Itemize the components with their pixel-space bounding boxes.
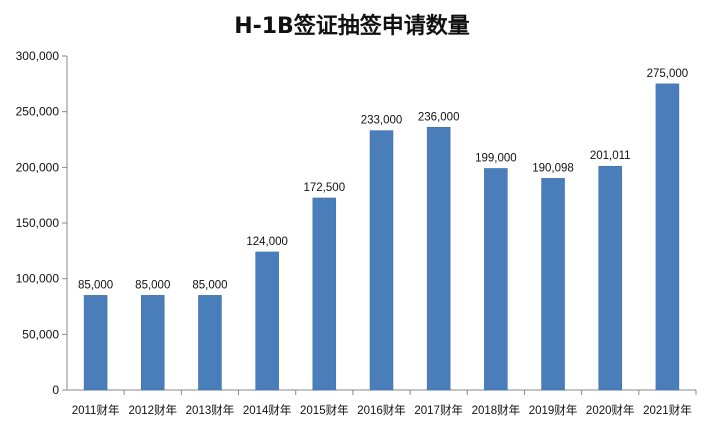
y-tick-label: 100,000 (16, 272, 60, 286)
data-label: 275,000 (647, 68, 689, 80)
x-tick-label: 2016财年 (357, 403, 406, 417)
y-tick-label: 200,000 (16, 160, 60, 174)
y-tick-label: 150,000 (16, 216, 60, 230)
y-tick-label: 50,000 (22, 327, 59, 341)
x-axis-ticks: 2011财年 2012财年 2013财年 2014财年 2015财年 2016财年 2017… (72, 390, 697, 417)
bar (598, 165, 622, 391)
data-label: 201,011 (590, 150, 631, 162)
x-tick-label: 2012财年 (128, 403, 177, 417)
bar (255, 251, 279, 391)
bar (369, 130, 394, 391)
bar (655, 83, 680, 391)
bar (484, 168, 508, 391)
x-tick-label: 2011财年 (72, 403, 120, 417)
bar (312, 197, 337, 391)
x-tick-label: 2013财年 (186, 403, 235, 417)
y-tick-label: 250,000 (16, 105, 60, 119)
data-label: 85,000 (135, 279, 170, 291)
bars (83, 83, 680, 391)
data-label: 199,000 (475, 152, 517, 164)
data-label: 172,500 (304, 182, 346, 194)
data-label: 85,000 (78, 279, 113, 291)
y-tick-label: 300,000 (16, 49, 60, 63)
y-axis-ticks: 0 50,000 100,000 150,000 200,000 250,000 300,0… (16, 49, 67, 397)
bar (426, 127, 451, 391)
x-tick-label: 2017财年 (414, 403, 463, 417)
x-tick-label: 2018财年 (472, 403, 521, 417)
x-tick-label: 2020财年 (586, 403, 635, 417)
x-tick-label: 2014财年 (243, 403, 292, 417)
bar (83, 295, 108, 391)
bar (141, 295, 165, 391)
data-label: 85,000 (192, 279, 227, 291)
data-label: 236,000 (418, 111, 460, 123)
data-label: 190,098 (532, 162, 574, 174)
chart-title: H-1B签证抽签申请数量 (234, 14, 470, 39)
y-tick-label: 0 (52, 383, 59, 397)
data-label: 233,000 (361, 115, 403, 127)
x-tick-label: 2019财年 (529, 403, 578, 417)
bar (198, 295, 222, 391)
x-tick-label: 2021财年 (643, 403, 692, 417)
data-label: 124,000 (246, 236, 288, 248)
x-tick-label: 2015财年 (300, 403, 349, 417)
bar (541, 178, 565, 391)
data-labels: 85,000 85,000 85,000 124,000 172,500 233,000 2… (78, 68, 688, 292)
